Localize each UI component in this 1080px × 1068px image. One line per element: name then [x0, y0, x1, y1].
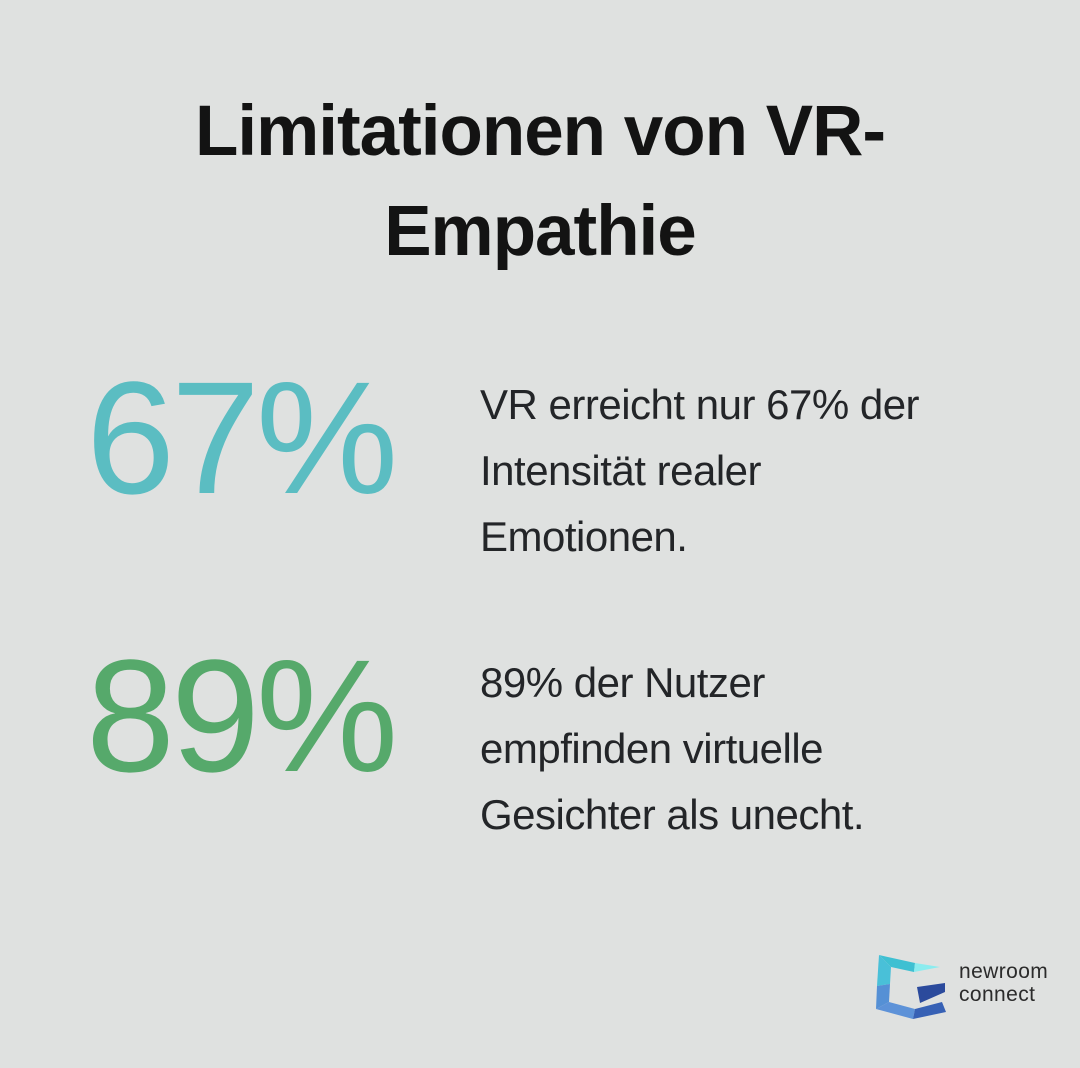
- logo-facet-navy-arm: [917, 983, 945, 1003]
- newroom-connect-logo-mark-icon: [876, 955, 946, 1019]
- page-title-line-1: Limitationen von VR-: [195, 92, 886, 171]
- stat-value-67-percent: 67%: [86, 348, 398, 527]
- logo-facet-left-lower: [876, 984, 890, 1009]
- stat-description-67-line-3: Emotionen.: [480, 513, 688, 560]
- logo-facet-top-bar: [879, 955, 915, 972]
- logo-wordmark-line-2: connect: [959, 983, 1036, 1006]
- newroom-connect-logo: newroom connect: [862, 948, 1048, 1028]
- page-title: Limitationen von VR- Empathie: [0, 82, 1080, 282]
- logo-wordmark: newroom connect: [959, 960, 1048, 1006]
- logo-facet-bottom-bar: [876, 1002, 915, 1019]
- stat-description-89-line-1: 89% der Nutzer: [480, 659, 765, 706]
- stat-description-89-line-3: Gesichter als unecht.: [480, 791, 865, 838]
- stat-description-89: 89% der Nutzer empfinden virtuelle Gesic…: [480, 650, 1040, 848]
- stat-description-67-line-1: VR erreicht nur 67% der: [480, 381, 920, 428]
- logo-facet-left-upper: [877, 955, 891, 986]
- stat-description-89-line-2: empfinden virtuelle: [480, 725, 824, 772]
- page-title-line-2: Empathie: [384, 192, 697, 271]
- logo-facet-top-tip: [914, 963, 940, 972]
- logo-wordmark-line-1: newroom: [959, 960, 1049, 983]
- stat-description-67-line-2: Intensität realer: [480, 447, 762, 494]
- stat-value-89-percent: 89%: [86, 626, 398, 805]
- logo-facet-dark-arm: [913, 1002, 946, 1019]
- stat-description-67: VR erreicht nur 67% der Intensität reale…: [480, 372, 1040, 570]
